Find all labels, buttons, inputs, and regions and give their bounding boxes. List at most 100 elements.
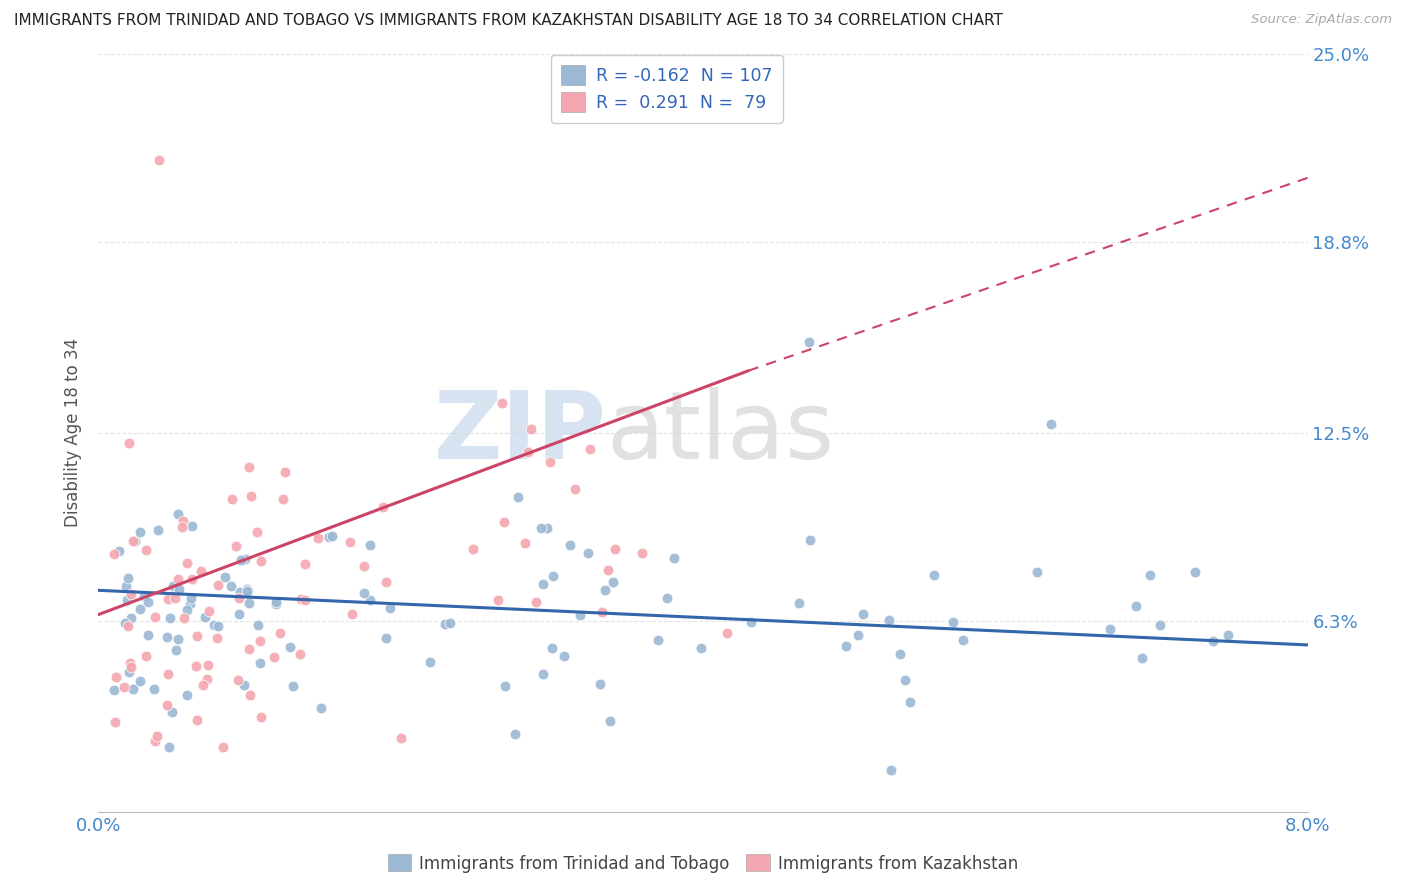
- Point: [553, 648, 575, 663]
- Point: [186, 658, 208, 673]
- Point: [274, 465, 297, 479]
- Point: [121, 682, 143, 697]
- Point: [117, 665, 139, 679]
- Point: [1139, 568, 1161, 582]
- Point: [503, 727, 526, 741]
- Point: [233, 552, 256, 566]
- Point: [181, 518, 204, 533]
- Text: IMMIGRANTS FROM TRINIDAD AND TOBAGO VS IMMIGRANTS FROM KAZAKHSTAN DISABILITY AGE: IMMIGRANTS FROM TRINIDAD AND TOBAGO VS I…: [14, 13, 1002, 29]
- Point: [197, 672, 219, 686]
- Point: [103, 547, 125, 561]
- Point: [531, 667, 554, 681]
- Point: [340, 607, 363, 621]
- Point: [492, 515, 515, 529]
- Point: [278, 640, 301, 654]
- Point: [134, 589, 156, 603]
- Point: [250, 554, 273, 568]
- Point: [602, 575, 624, 590]
- Point: [157, 591, 180, 606]
- Point: [269, 626, 291, 640]
- Point: [797, 334, 820, 349]
- Point: [238, 584, 260, 599]
- Point: [228, 585, 250, 599]
- Point: [879, 763, 901, 777]
- Point: [124, 533, 146, 548]
- Point: [226, 673, 249, 687]
- Point: [513, 535, 536, 549]
- Point: [877, 614, 900, 628]
- Point: [647, 632, 669, 647]
- Point: [664, 551, 686, 566]
- Point: [159, 611, 181, 625]
- Point: [214, 569, 236, 583]
- Point: [787, 596, 810, 610]
- Text: ZIP: ZIP: [433, 386, 606, 479]
- Point: [157, 666, 180, 681]
- Point: [579, 442, 602, 456]
- Point: [716, 625, 738, 640]
- Point: [129, 602, 152, 616]
- Point: [122, 534, 145, 549]
- Point: [271, 492, 294, 507]
- Y-axis label: Disability Age 18 to 34: Disability Age 18 to 34: [65, 338, 83, 527]
- Point: [740, 615, 762, 630]
- Point: [541, 569, 564, 583]
- Point: [1026, 565, 1049, 579]
- Point: [1099, 622, 1122, 636]
- Point: [264, 597, 287, 611]
- Point: [191, 678, 214, 692]
- Point: [517, 445, 540, 459]
- Point: [120, 587, 142, 601]
- Point: [165, 591, 187, 606]
- Point: [520, 422, 543, 436]
- Point: [167, 582, 190, 596]
- Point: [103, 682, 125, 697]
- Point: [371, 500, 394, 514]
- Point: [1125, 599, 1147, 613]
- Point: [246, 525, 269, 540]
- Point: [631, 545, 654, 559]
- Point: [288, 647, 311, 661]
- Point: [198, 604, 221, 618]
- Point: [186, 629, 208, 643]
- Point: [117, 593, 139, 607]
- Point: [603, 541, 626, 556]
- Point: [922, 568, 945, 582]
- Point: [263, 649, 285, 664]
- Point: [846, 628, 869, 642]
- Point: [264, 595, 287, 609]
- Point: [494, 679, 516, 693]
- Point: [228, 591, 250, 605]
- Point: [181, 573, 204, 587]
- Point: [117, 619, 139, 633]
- Point: [190, 564, 212, 578]
- Point: [207, 577, 229, 591]
- Point: [419, 656, 441, 670]
- Point: [173, 611, 195, 625]
- Point: [167, 572, 190, 586]
- Point: [942, 615, 965, 629]
- Point: [576, 546, 599, 560]
- Point: [898, 695, 921, 709]
- Point: [229, 553, 252, 567]
- Point: [506, 490, 529, 504]
- Point: [538, 455, 561, 469]
- Point: [155, 631, 177, 645]
- Point: [591, 605, 613, 619]
- Point: [1202, 634, 1225, 648]
- Point: [389, 731, 412, 745]
- Point: [136, 594, 159, 608]
- Point: [530, 520, 553, 534]
- Point: [225, 539, 247, 553]
- Point: [531, 577, 554, 591]
- Point: [560, 539, 582, 553]
- Point: [162, 579, 184, 593]
- Point: [799, 533, 821, 547]
- Point: [318, 530, 340, 544]
- Point: [176, 689, 198, 703]
- Point: [1039, 417, 1062, 431]
- Point: [143, 734, 166, 748]
- Point: [180, 591, 202, 605]
- Point: [148, 153, 170, 167]
- Point: [540, 641, 562, 656]
